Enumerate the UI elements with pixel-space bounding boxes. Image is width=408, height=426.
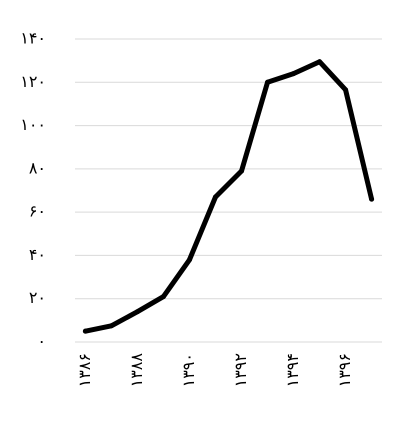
data-point xyxy=(291,71,297,77)
data-point xyxy=(317,59,323,65)
data-point xyxy=(82,328,88,334)
x-tick-label: ۱۳۹۴ xyxy=(283,353,302,387)
y-tick-labels: ۰ ۲۰ ۴۰ ۶۰ ۸۰ ۱۰۰ ۱۲۰ ۱۴۰ xyxy=(20,29,46,351)
x-tick-label: ۱۳۸۶ xyxy=(75,353,94,387)
data-point xyxy=(343,87,349,93)
y-tick-label: ۸۰ xyxy=(29,158,46,177)
y-tick-label: ۲۰ xyxy=(29,288,46,307)
y-tick-label: ۴۰ xyxy=(29,245,46,264)
x-tick-label: ۱۳۹۶ xyxy=(335,353,354,387)
data-point xyxy=(212,194,218,200)
x-tick-label: ۱۳۹۰ xyxy=(179,353,198,387)
y-tick-label: ۶۰ xyxy=(29,202,46,221)
series-line xyxy=(82,59,375,334)
x-tick-labels: ۱۳۸۶ ۱۳۸۸ ۱۳۹۰ ۱۳۹۲ ۱۳۹۴ ۱۳۹۶ xyxy=(75,353,354,388)
grid-layer xyxy=(75,38,382,343)
data-point xyxy=(265,79,271,85)
x-tick-label: ۱۳۸۸ xyxy=(127,353,146,388)
data-point xyxy=(186,257,192,263)
y-tick-label: ۱۴۰ xyxy=(20,29,46,48)
y-tick-label: ۱۰۰ xyxy=(20,115,46,134)
data-point xyxy=(369,196,375,202)
data-point xyxy=(108,323,114,329)
y-tick-label: ۰ xyxy=(37,332,46,351)
y-tick-label: ۱۲۰ xyxy=(20,72,46,91)
data-point xyxy=(239,168,245,174)
x-tick-label: ۱۳۹۲ xyxy=(231,353,250,387)
data-point xyxy=(134,309,140,315)
series-layer xyxy=(82,59,375,334)
data-point xyxy=(160,294,166,300)
